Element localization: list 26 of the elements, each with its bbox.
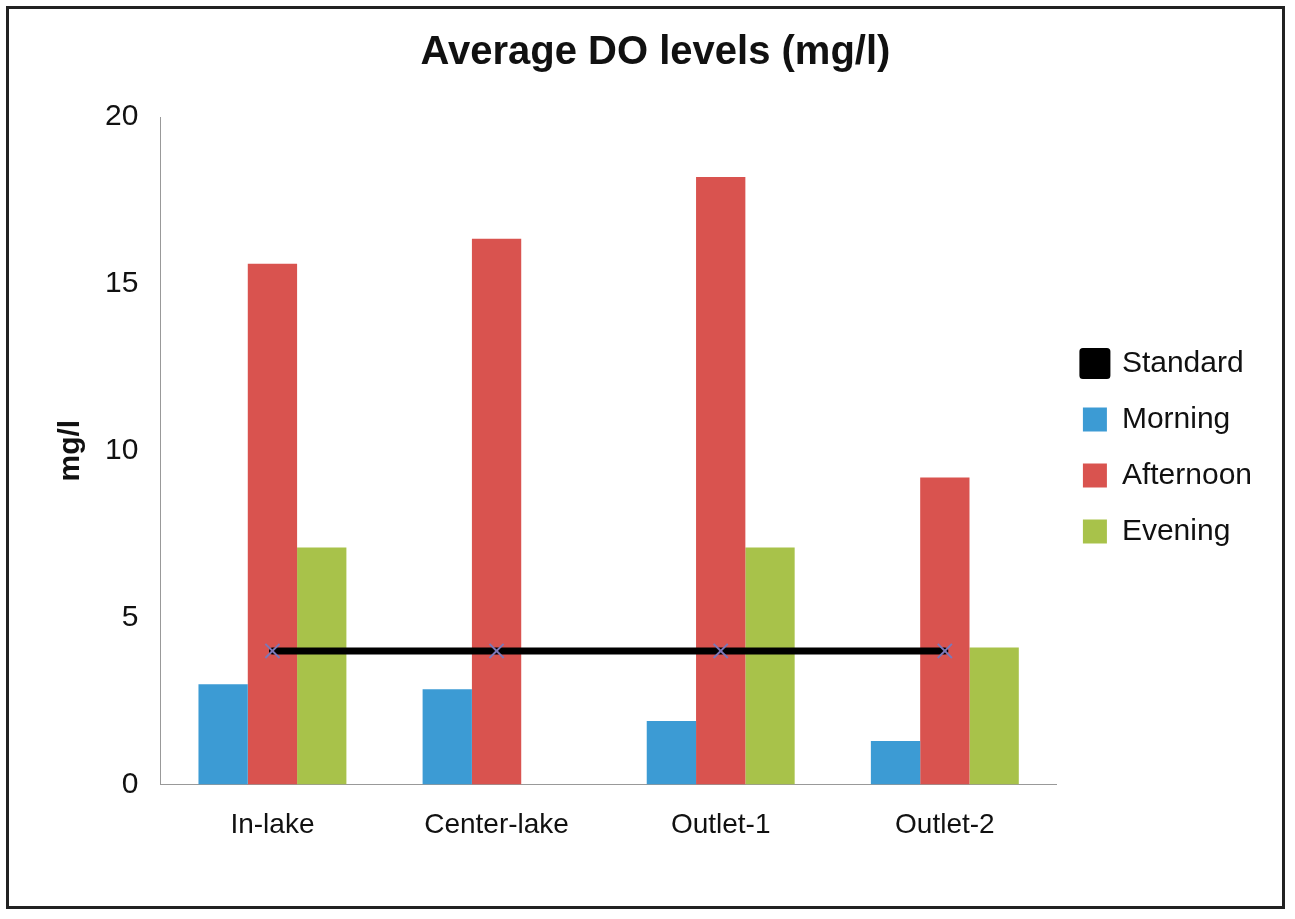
- legend-label: Standard: [1121, 344, 1244, 378]
- chart-title: Average DO levels (mg/l): [420, 28, 891, 73]
- y-tick-label: 15: [104, 265, 139, 299]
- bar: [870, 741, 921, 785]
- y-tick-label: 0: [121, 765, 139, 799]
- x-tick-label: Outlet-2: [895, 807, 995, 839]
- legend-label: Evening: [1121, 512, 1231, 546]
- bar: [198, 684, 248, 785]
- y-tick-label: 10: [104, 431, 139, 465]
- x-tick-label: Outlet-1: [670, 807, 771, 839]
- y-axis-title: mg/l: [52, 419, 86, 482]
- bar: [920, 477, 970, 785]
- y-tick-label: 20: [104, 98, 139, 132]
- bar: [471, 238, 522, 785]
- bar: [696, 177, 746, 785]
- legend-label: Afternoon: [1121, 456, 1252, 490]
- y-tick-label: 5: [121, 598, 139, 632]
- bar: [422, 689, 472, 785]
- x-tick-label: In-lake: [230, 807, 315, 839]
- bar: [745, 547, 795, 785]
- bar: [646, 721, 697, 785]
- bar: [969, 647, 1019, 785]
- bar: [247, 263, 298, 785]
- bar: [297, 547, 347, 785]
- x-tick-label: Center-lake: [424, 807, 569, 839]
- legend-label: Morning: [1121, 400, 1231, 434]
